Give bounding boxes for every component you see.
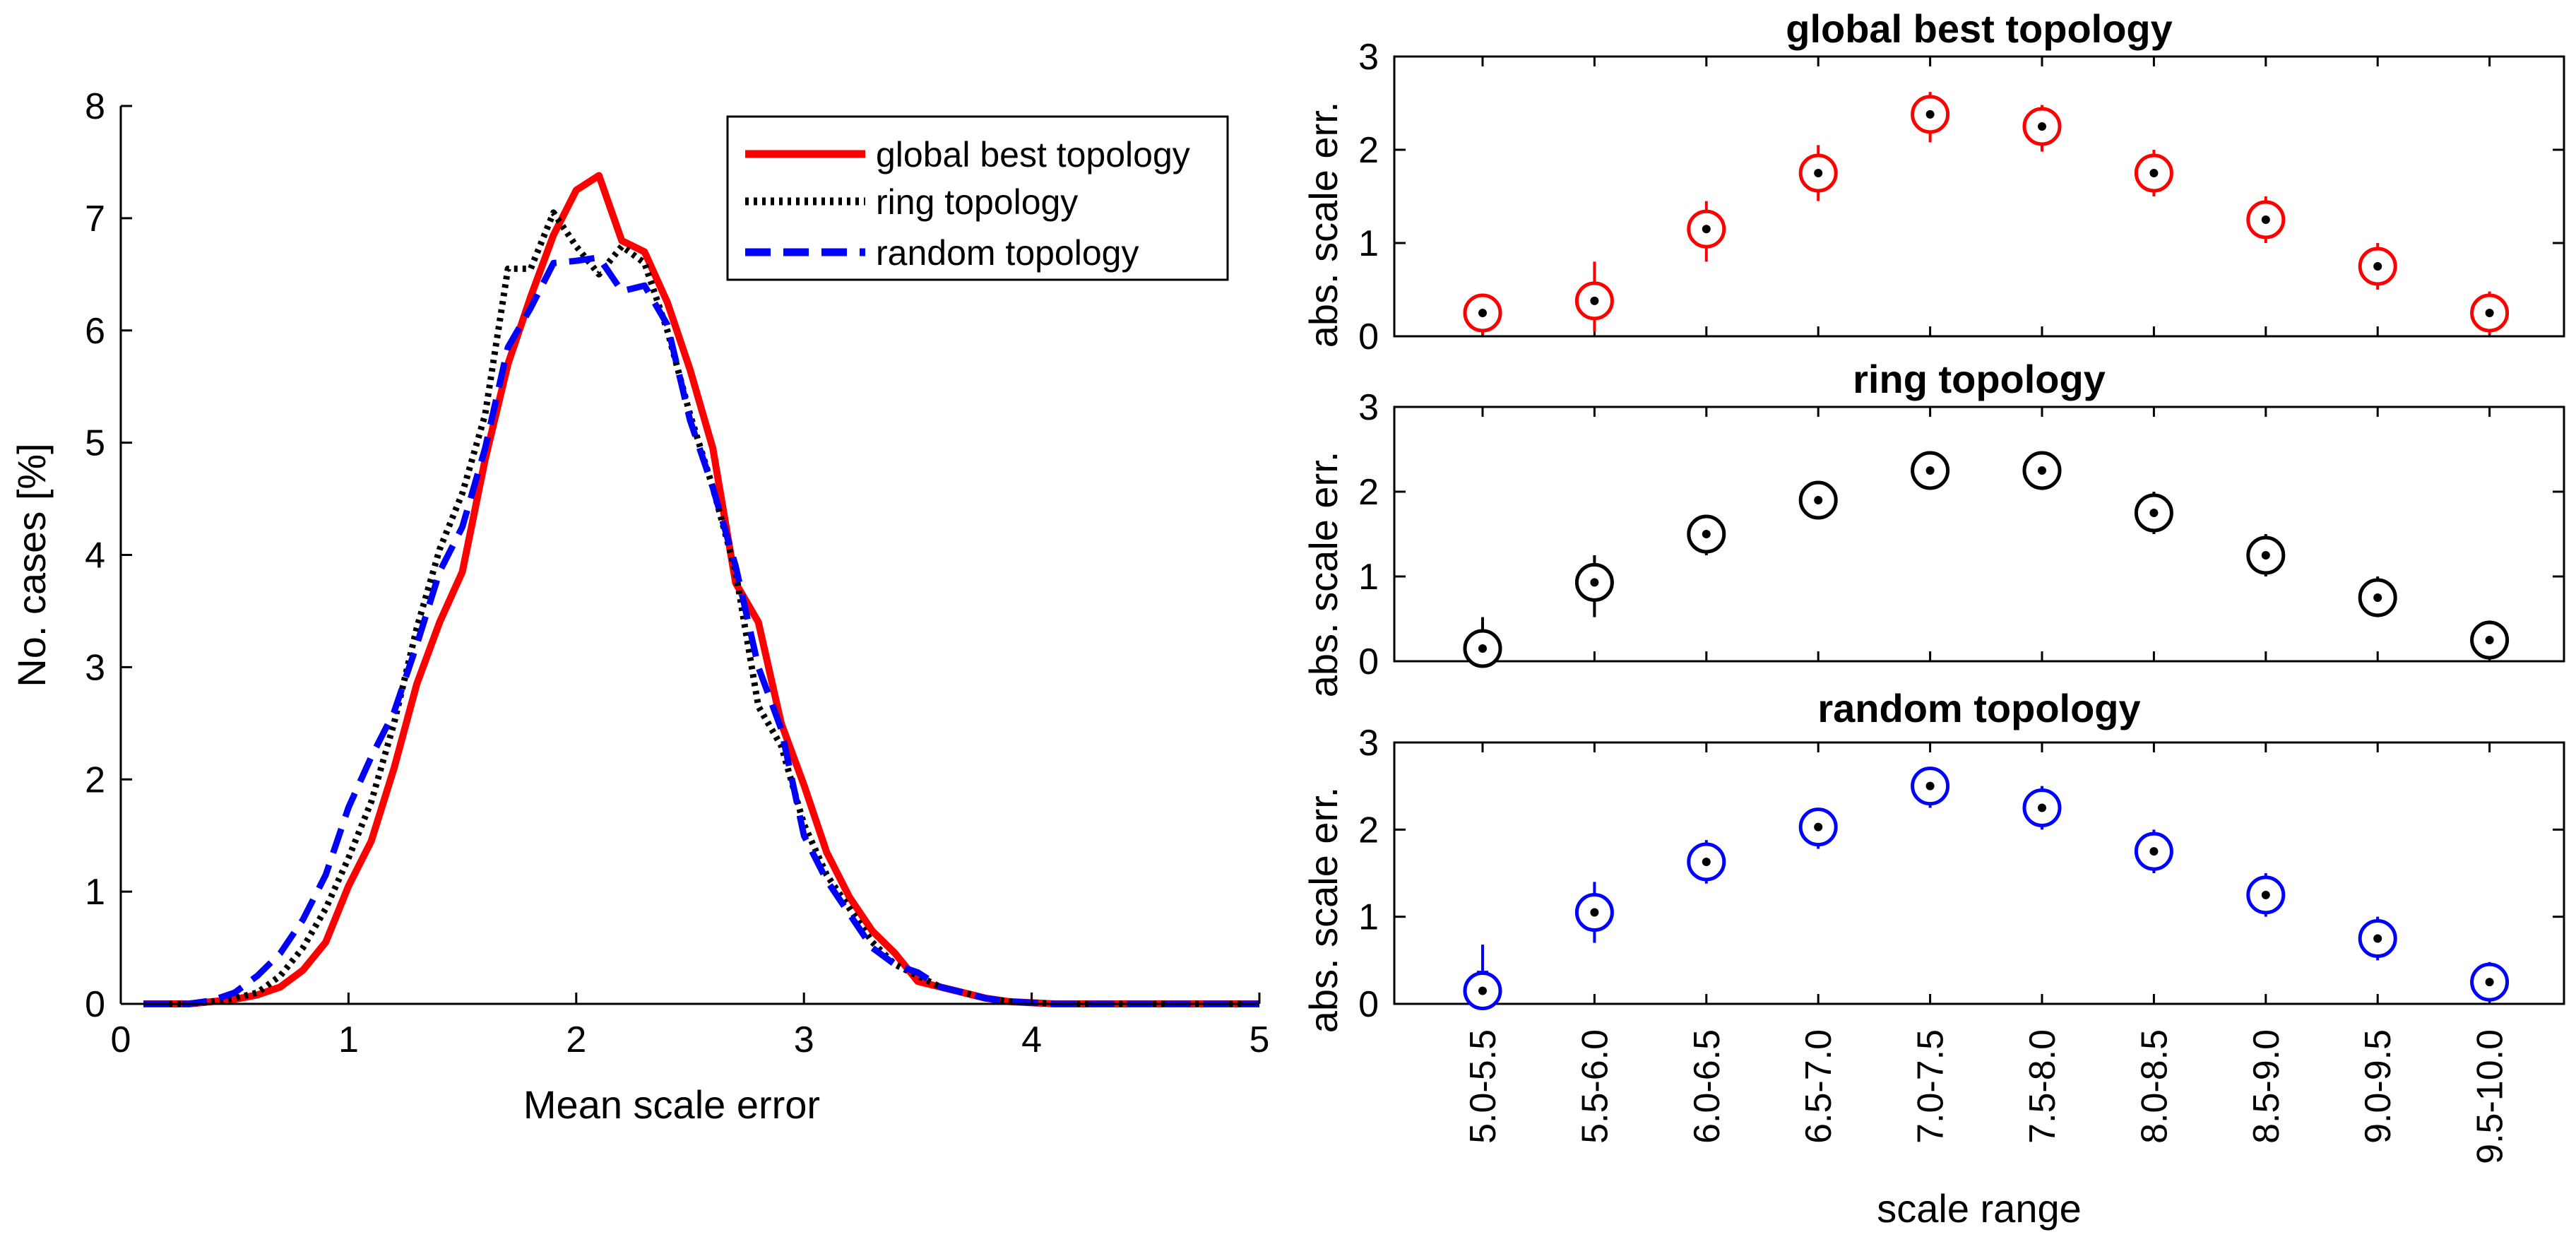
- median-dot: [2373, 934, 2382, 943]
- panel-title-ring: ring topology: [1853, 357, 2106, 401]
- panel-frame: [1393, 406, 2565, 663]
- median-dot: [2261, 215, 2270, 224]
- median-dot: [2149, 169, 2159, 177]
- median-dot: [2485, 978, 2494, 987]
- y-tick-label: 0: [85, 984, 105, 1025]
- y-tick-label: 2: [1358, 130, 1379, 171]
- y-tick-label: 8: [85, 86, 105, 127]
- y-tick-label: 2: [85, 759, 105, 800]
- y-tick-label: 3: [1358, 723, 1379, 764]
- y-tick-label: 0: [1358, 316, 1379, 357]
- y-tick-label: 2: [1358, 810, 1379, 851]
- series-line-ring: [143, 209, 1259, 1007]
- legend: global best topology ring topology rando…: [726, 115, 1229, 281]
- median-dot: [1814, 822, 1823, 831]
- x-tick-label: 4: [1021, 1019, 1042, 1060]
- median-dot: [2038, 122, 2046, 131]
- y-tick-label: 2: [1358, 472, 1379, 513]
- scale-range-xlabel: scale range: [1877, 1186, 2082, 1231]
- median-dot: [1702, 857, 1711, 866]
- panel-frame: [1393, 741, 2565, 1005]
- panel-ylabel-random: abs. scale err.: [1301, 787, 1346, 1034]
- x-tick-label: 2: [566, 1019, 586, 1060]
- y-tick-label: 3: [85, 647, 105, 688]
- median-dot: [1478, 309, 1487, 317]
- x-category-label: 7.5-8.0: [2022, 1029, 2063, 1144]
- panel-frame: [1393, 55, 2565, 338]
- panel-global-best: global best topology abs. scale err. 0 1 2…: [1301, 6, 2565, 357]
- median-dot: [1925, 110, 1935, 119]
- median-dot: [2149, 509, 2159, 517]
- panel-ylabel-global-best: abs. scale err.: [1301, 102, 1346, 348]
- median-dot: [2149, 847, 2159, 856]
- y-tick-label: 1: [1358, 223, 1379, 264]
- series-line-global-best: [143, 172, 1259, 1007]
- x-axis-label: Mean scale error: [523, 1082, 820, 1127]
- legend-label-global-best: global best topology: [876, 135, 1190, 174]
- y-tick-label: 0: [1358, 984, 1379, 1025]
- x-category-label: 9.0-9.5: [2358, 1029, 2399, 1144]
- median-dot: [2038, 466, 2046, 475]
- panel-ylabel-ring: abs. scale err.: [1301, 451, 1346, 698]
- median-dot: [2485, 636, 2494, 644]
- y-tick-label: 7: [85, 199, 105, 239]
- median-dot: [1590, 578, 1599, 587]
- scale-range-boxplots: global best topology abs. scale err. 0 1 2…: [1301, 6, 2565, 1231]
- legend-label-ring: ring topology: [876, 182, 1078, 222]
- y-tick-label: 3: [1358, 37, 1379, 78]
- x-category-label: 7.0-7.5: [1911, 1029, 1952, 1144]
- x-category-label: 6.5-7.0: [1798, 1029, 1839, 1144]
- x-tick-label: 3: [794, 1019, 814, 1060]
- panel-random: random topology abs. scale err. 0 1 2 3 5.0-…: [1301, 686, 2565, 1164]
- panel-ring: ring topology abs. scale err. 0 1 2 3: [1301, 357, 2565, 698]
- median-dot: [1478, 644, 1487, 653]
- panel-title-global-best: global best topology: [1786, 6, 2173, 51]
- median-dot: [2485, 309, 2494, 317]
- series-line-random: [143, 254, 1259, 1007]
- x-category-label: 5.5-6.0: [1574, 1029, 1615, 1144]
- median-dot: [2373, 262, 2382, 271]
- x-tick-label: 1: [338, 1019, 359, 1060]
- y-tick-label: 0: [1358, 641, 1379, 682]
- median-dot: [1925, 466, 1935, 475]
- median-dot: [1478, 986, 1487, 995]
- median-dot: [1590, 908, 1599, 917]
- y-tick-label: 1: [85, 872, 105, 913]
- y-tick-label: 1: [1358, 557, 1379, 598]
- median-dot: [2261, 551, 2270, 560]
- x-category-label: 5.0-5.5: [1463, 1029, 1504, 1144]
- median-dot: [2038, 803, 2046, 812]
- median-dot: [1814, 169, 1823, 177]
- y-axis-label: No. cases [%]: [9, 443, 54, 687]
- median-dot: [1702, 225, 1711, 234]
- y-tick-label: 3: [1358, 387, 1379, 428]
- median-dot: [2373, 593, 2382, 602]
- panel-title-random: random topology: [1817, 686, 2140, 730]
- y-tick-label: 1: [1358, 897, 1379, 938]
- x-category-label: 6.0-6.5: [1687, 1029, 1728, 1144]
- median-dot: [1590, 296, 1599, 305]
- legend-box: [726, 115, 1229, 281]
- median-dot: [2261, 890, 2270, 899]
- median-dot: [1814, 496, 1823, 504]
- histogram-line-chart: 0 1 2 3 4 5 0 1 2 3 4 5 6 7 8 Mean scale error No. cas…: [9, 86, 1269, 1127]
- x-tick-label: 5: [1250, 1019, 1270, 1060]
- y-tick-label: 4: [85, 535, 105, 576]
- median-dot: [1925, 781, 1935, 791]
- x-tick-label: 0: [111, 1019, 131, 1060]
- y-tick-label: 6: [85, 311, 105, 352]
- y-tick-label: 5: [85, 423, 105, 464]
- x-category-label: 8.0-8.5: [2134, 1029, 2175, 1144]
- legend-label-random: random topology: [876, 233, 1139, 273]
- median-dot: [1702, 530, 1711, 538]
- x-category-label: 8.5-9.0: [2246, 1029, 2287, 1144]
- x-category-label: 9.5-10.0: [2470, 1029, 2511, 1164]
